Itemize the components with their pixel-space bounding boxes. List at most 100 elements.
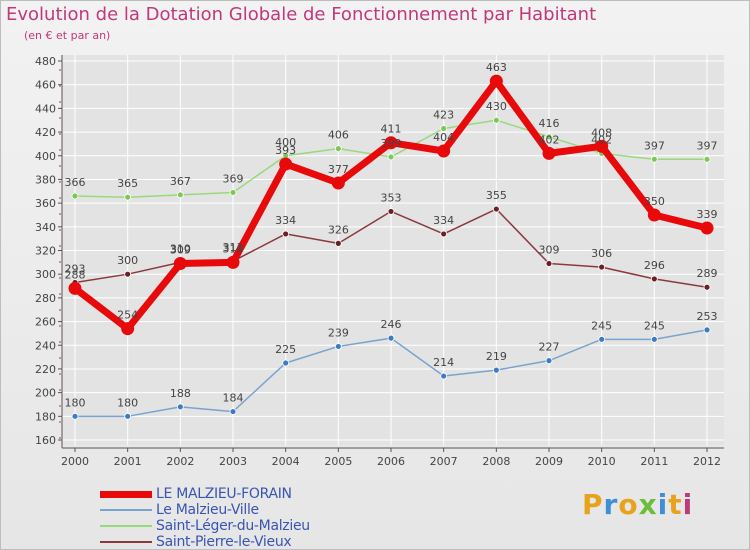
data-label: 400	[275, 136, 296, 149]
data-point	[124, 412, 132, 420]
x-tick-label: 2002	[166, 455, 194, 468]
data-point	[489, 74, 503, 88]
data-point	[176, 403, 184, 411]
legend: LE MALZIEU-FORAIN Le Malzieu-Ville Saint…	[100, 486, 420, 550]
y-tick-label: 220	[35, 363, 56, 376]
data-point	[282, 230, 290, 238]
legend-item-le-malzieu-ville: Le Malzieu-Ville	[100, 502, 420, 518]
y-tick-label: 200	[35, 387, 56, 400]
data-label: 402	[591, 133, 612, 146]
line-chart: 160 180 200 220 240 260 280 300 320 340 360 380 400 4…	[35, 55, 724, 468]
logo-letter: i	[682, 488, 694, 521]
data-point	[71, 412, 79, 420]
data-label: 334	[433, 214, 454, 227]
data-point	[650, 155, 658, 163]
data-label: 399	[381, 137, 402, 150]
data-point	[124, 270, 132, 278]
y-tick-label: 400	[35, 150, 56, 163]
legend-item-le-malzieu-forain: LE MALZIEU-FORAIN	[100, 486, 420, 502]
data-label: 300	[117, 254, 138, 267]
chart-subtitle: (en € et par an)	[24, 29, 111, 42]
data-point	[545, 133, 553, 141]
data-label: 180	[117, 396, 138, 409]
data-point	[437, 144, 451, 158]
data-point	[226, 255, 240, 269]
data-label: 366	[65, 176, 86, 189]
y-tick-label: 280	[35, 292, 56, 305]
logo-letter: P	[582, 488, 604, 521]
logo-letter: i	[657, 488, 669, 521]
y-tick-label: 160	[35, 434, 56, 447]
data-label: 309	[170, 244, 191, 257]
legend-swatch	[100, 509, 152, 511]
data-point	[703, 326, 711, 334]
logo-letter: t	[668, 488, 683, 521]
logo-letter: o	[618, 488, 639, 521]
data-label: 367	[170, 175, 191, 188]
x-tick-label: 2004	[272, 455, 300, 468]
data-label: 288	[65, 268, 86, 281]
data-label: 239	[328, 326, 349, 339]
data-point	[440, 372, 448, 380]
data-point	[384, 136, 398, 150]
legend-label: LE MALZIEU-FORAIN	[156, 486, 292, 502]
data-label: 397	[644, 139, 665, 152]
data-label: 227	[539, 341, 560, 354]
data-point	[703, 283, 711, 291]
data-point	[595, 139, 609, 153]
data-label: 416	[539, 117, 560, 130]
y-tick-label: 320	[35, 245, 56, 258]
y-tick-label: 360	[35, 197, 56, 210]
y-tick-label: 460	[35, 79, 56, 92]
data-point	[282, 359, 290, 367]
y-tick-label: 480	[35, 55, 56, 68]
data-label: 246	[381, 318, 402, 331]
data-label: 334	[275, 214, 296, 227]
legend-label: Saint-Pierre-le-Vieux	[156, 534, 292, 550]
x-tick-label: 2007	[430, 455, 458, 468]
data-point	[545, 260, 553, 267]
legend-item-saint-pierre-le-vieux: Saint-Pierre-le-Vieux	[100, 534, 420, 550]
data-label: 188	[170, 387, 191, 400]
data-label: 180	[65, 396, 86, 409]
data-label: 245	[644, 319, 665, 332]
data-point	[229, 189, 237, 196]
legend-swatch	[100, 491, 152, 498]
data-point	[650, 275, 658, 283]
y-tick-label: 380	[35, 173, 56, 186]
data-label: 310	[170, 242, 191, 255]
data-point	[700, 221, 714, 235]
data-label: 404	[433, 131, 454, 144]
data-label: 306	[591, 247, 612, 260]
data-label: 310	[223, 242, 244, 255]
data-point	[440, 230, 448, 238]
legend-label: Le Malzieu-Ville	[156, 502, 259, 518]
data-point	[598, 335, 606, 343]
y-tick-label: 420	[35, 126, 56, 139]
x-tick-label: 2003	[219, 455, 247, 468]
logo-letter: x	[638, 488, 658, 521]
data-label: 408	[591, 126, 612, 139]
y-tick-label: 440	[35, 102, 56, 115]
data-point	[387, 208, 395, 215]
data-point	[176, 191, 184, 199]
data-point	[650, 335, 658, 343]
data-point	[331, 176, 345, 190]
y-tick-label: 300	[35, 268, 56, 281]
data-point	[387, 334, 395, 342]
data-point	[334, 239, 342, 247]
data-label: 377	[328, 163, 349, 176]
y-tick-label: 340	[35, 221, 56, 234]
data-label: 311	[223, 241, 244, 254]
data-point	[387, 153, 395, 161]
data-label: 184	[223, 392, 244, 405]
x-tick-label: 2005	[324, 455, 352, 468]
data-label: 397	[697, 139, 718, 152]
x-tick-label: 2009	[535, 455, 563, 468]
logo-letter: r	[603, 488, 619, 521]
data-label: 353	[381, 191, 402, 204]
data-point	[229, 408, 237, 415]
data-label: 406	[328, 129, 349, 142]
data-point	[279, 157, 293, 171]
x-tick-label: 2000	[61, 455, 89, 468]
